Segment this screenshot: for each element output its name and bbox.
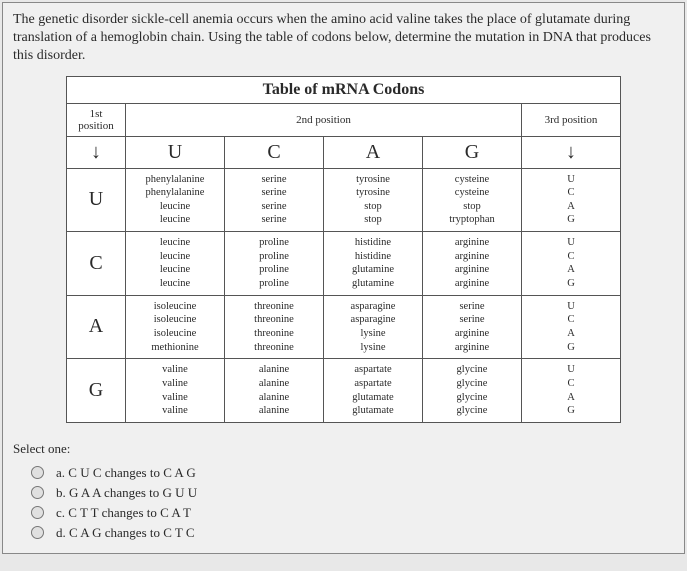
option-b-label: b. G A A changes to G U U <box>56 485 197 501</box>
question-text: The genetic disorder sickle-cell anemia … <box>13 11 674 66</box>
row-C: C <box>67 232 126 296</box>
down-arrow-left: ↓ <box>67 136 126 168</box>
col-A: A <box>324 136 423 168</box>
cell-GA: aspartateaspartateglutamateglutamate <box>324 359 423 423</box>
cell-CA: histidinehistidineglutamineglutamine <box>324 232 423 296</box>
option-a-label: a. C U C changes to C A G <box>56 465 196 481</box>
cell-AA: asparagineasparaginelysinelysine <box>324 295 423 359</box>
radio-icon[interactable] <box>31 486 44 499</box>
cell-CC: prolineprolineprolineproline <box>225 232 324 296</box>
cell-CU: leucineleucineleucineleucine <box>126 232 225 296</box>
third-G: UCAG <box>522 359 621 423</box>
radio-icon[interactable] <box>31 526 44 539</box>
col-G: G <box>423 136 522 168</box>
col-C: C <box>225 136 324 168</box>
down-arrow-right: ↓ <box>522 136 621 168</box>
second-position-label: 2nd position <box>126 103 522 136</box>
third-U: UCAG <box>522 168 621 232</box>
option-d-label: d. C A G changes to C T C <box>56 525 195 541</box>
row-U: U <box>67 168 126 232</box>
cell-GG: glycineglycineglycineglycine <box>423 359 522 423</box>
third-C: UCAG <box>522 232 621 296</box>
options-block: Select one: a. C U C changes to C A G b.… <box>13 441 674 541</box>
radio-icon[interactable] <box>31 466 44 479</box>
cell-CG: argininearginineargininearginine <box>423 232 522 296</box>
option-b[interactable]: b. G A A changes to G U U <box>31 485 674 501</box>
option-c[interactable]: c. C T T changes to C A T <box>31 505 674 521</box>
cell-UC: serineserineserineserine <box>225 168 324 232</box>
first-position-label: 1st position <box>67 103 126 136</box>
row-A: A <box>67 295 126 359</box>
third-position-label: 3rd position <box>522 103 621 136</box>
table-title: Table of mRNA Codons <box>67 76 621 103</box>
option-c-label: c. C T T changes to C A T <box>56 505 191 521</box>
third-A: UCAG <box>522 295 621 359</box>
cell-GU: valinevalinevalinevaline <box>126 359 225 423</box>
row-G: G <box>67 359 126 423</box>
cell-UG: cysteinecysteinestoptryptophan <box>423 168 522 232</box>
col-U: U <box>126 136 225 168</box>
radio-icon[interactable] <box>31 506 44 519</box>
cell-GC: alaninealaninealaninealanine <box>225 359 324 423</box>
codon-table: Table of mRNA Codons 1st position 2nd po… <box>66 76 621 423</box>
cell-UA: tyrosinetyrosinestopstop <box>324 168 423 232</box>
option-a[interactable]: a. C U C changes to C A G <box>31 465 674 481</box>
select-one-label: Select one: <box>13 441 674 457</box>
cell-AG: serineserineargininearginine <box>423 295 522 359</box>
cell-UU: phenylalaninephenylalanineleucineleucine <box>126 168 225 232</box>
option-d[interactable]: d. C A G changes to C T C <box>31 525 674 541</box>
cell-AU: isoleucineisoleucineisoleucinemethionine <box>126 295 225 359</box>
cell-AC: threoninethreoninethreoninethreonine <box>225 295 324 359</box>
